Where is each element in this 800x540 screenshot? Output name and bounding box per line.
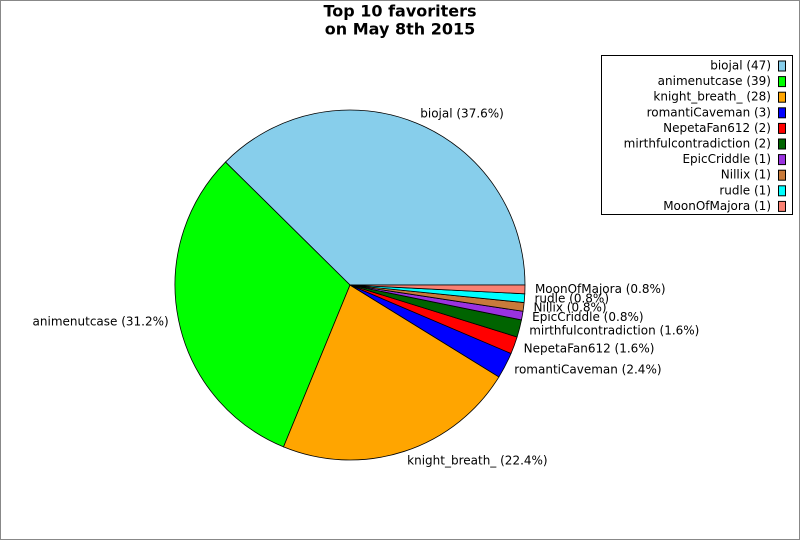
slice [224,109,526,286]
legend-swatch [778,154,786,166]
slice-label: animenutcase (31.2%) [33,314,169,328]
legend-swatch [778,91,786,103]
slice-label: NepetaFan612 (1.6%) [524,341,655,355]
slice-label: Nillix (0.8%) [534,301,607,315]
chart-title: on May 8th 2015 [325,20,475,39]
legend-label: Nillix (1) [721,168,771,182]
chart-title: Top 10 favoriters [323,2,476,21]
legend-label: mirthfulcontradiction (2) [624,137,771,151]
slice-label: romantiCaveman (2.4%) [514,363,661,377]
legend-label: NepetaFan612 (2) [663,121,771,135]
legend-label: EpicCriddle (1) [682,152,771,166]
slice-label: rudle (0.8%) [534,291,609,305]
legend-swatch [778,169,786,181]
legend-swatch [778,122,786,134]
slice-label: knight_breath_ (22.4%) [407,453,547,467]
slice [349,284,526,295]
legend-label: knight_breath_ (28) [653,90,771,104]
legend-label: MoonOfMajora (1) [663,199,771,213]
slice-label: mirthfulcontradiction (1.6%) [529,324,699,338]
slice [174,161,351,448]
slice-label: MoonOfMajora (0.8%) [535,282,666,296]
slice [283,284,500,461]
legend-label: animenutcase (39) [658,74,771,88]
slice-label: EpicCriddle (0.8%) [532,310,643,324]
legend-label: romantiCaveman (3) [647,105,771,119]
slice-label: biojal (37.6%) [420,106,504,120]
legend-swatch [778,138,786,150]
legend-swatch [778,200,786,212]
legend-box [601,55,793,215]
legend-swatch [778,185,786,197]
legend-label: biojal (47) [710,59,771,73]
legend-swatch [778,60,786,72]
legend-swatch [778,76,786,88]
legend-label: rudle (1) [719,183,771,197]
legend-swatch [778,107,786,119]
